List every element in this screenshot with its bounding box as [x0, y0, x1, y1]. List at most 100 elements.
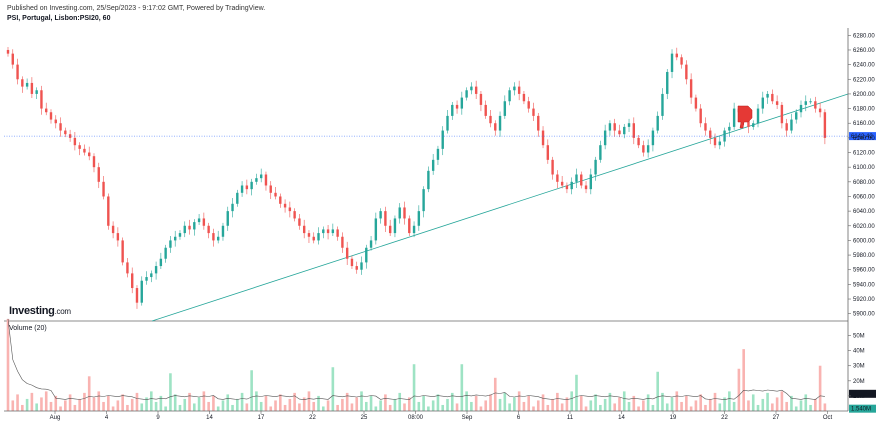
candle-body [245, 185, 249, 190]
volume-bar [92, 397, 96, 411]
candle-body [398, 207, 401, 219]
volume-bar [732, 401, 736, 411]
volume-bar [618, 397, 621, 411]
volume-bar [317, 395, 320, 411]
candle-body [408, 218, 411, 234]
candle-body [365, 247, 368, 263]
candle-body [732, 108, 736, 127]
candle-body [761, 97, 764, 109]
volume-bar [728, 391, 731, 411]
volume-bar [685, 395, 688, 411]
volume-bar [417, 401, 421, 411]
candle-body [484, 104, 487, 116]
volume-bar [293, 392, 296, 411]
volume-bar [412, 364, 416, 411]
candle-body [11, 53, 14, 65]
candle-body [489, 115, 492, 124]
volume-bar [489, 394, 492, 411]
y-tick-label: 6000.00 [853, 238, 875, 244]
candle-body [613, 123, 616, 131]
volume-bar [30, 392, 34, 411]
candle-body [594, 159, 597, 175]
candle-body [818, 108, 822, 113]
volume-ma-line [7, 318, 825, 401]
candle-body [21, 79, 24, 87]
volume-bar [508, 403, 511, 411]
last-price-tag: 6142.42 [851, 134, 873, 140]
candle-body [709, 130, 712, 138]
volume-bar [503, 392, 507, 411]
candle-body [207, 225, 210, 234]
candle-body [527, 101, 530, 109]
candle-body [637, 137, 640, 146]
volume-bar [785, 401, 788, 411]
candle-body [384, 211, 387, 226]
y-tick-label: 6220.00 [853, 77, 875, 83]
y-tick-label: 6200.00 [853, 92, 875, 98]
candle-body [73, 137, 77, 146]
candle-body [169, 240, 172, 248]
candle-body [756, 108, 760, 124]
volume-bar [269, 406, 273, 411]
candle-body [350, 258, 354, 267]
candle-body [302, 225, 306, 234]
candle-body [111, 225, 115, 234]
candle-body [713, 137, 717, 146]
candle-body [537, 115, 540, 131]
volume-bar [766, 392, 769, 411]
volume-bar [804, 394, 808, 411]
candle-body [541, 130, 545, 146]
candle-body [584, 185, 588, 190]
volume-bar [675, 391, 679, 411]
volume-bar [83, 392, 86, 411]
volume-bar [560, 403, 564, 411]
volume-bar [718, 403, 722, 411]
candle-body [785, 123, 788, 131]
candle-body [455, 104, 459, 109]
volume-bar [517, 391, 521, 411]
axes: 6280.00 6260.00 6240.00 6220.00 6200.00 6180.… [4, 28, 875, 421]
volume-bar [364, 401, 368, 411]
volume-bar [436, 394, 440, 411]
candle-body [804, 101, 807, 105]
candle-body [288, 207, 292, 212]
candle-body [255, 178, 258, 182]
candle-body [307, 233, 311, 237]
volume-bar [374, 406, 378, 411]
candle-body [795, 112, 798, 120]
candle-body [250, 181, 253, 190]
volume-bar [35, 403, 38, 411]
candle-body [183, 225, 186, 234]
volume-bar [794, 406, 798, 411]
candle-body [226, 211, 229, 226]
volume-label: Volume (20) [9, 325, 47, 332]
vol-ma-tag-bg [849, 389, 876, 398]
candle-body [465, 90, 468, 98]
candle-body [661, 93, 664, 116]
volume-bar [751, 394, 755, 411]
volume-bar [54, 395, 58, 411]
volume-bar [809, 404, 812, 411]
candle-body [460, 97, 464, 109]
volume-bar [97, 391, 101, 411]
volume-bar [250, 370, 253, 411]
candle-body [322, 229, 325, 234]
volume-bar [460, 364, 464, 411]
vol-tick-label: 30M [853, 364, 865, 370]
candle-body [393, 218, 397, 234]
candle-body [159, 258, 163, 267]
y-tick-label: 6180.00 [853, 107, 875, 113]
candle-body [474, 86, 478, 94]
y-tick-label: 6020.00 [853, 224, 875, 230]
candle-body [503, 101, 507, 116]
volume-bar [551, 398, 554, 411]
volume-bar [107, 395, 110, 411]
candle-body [374, 218, 378, 241]
thumbs-down-icon [737, 105, 753, 129]
volume-bar [312, 401, 316, 411]
volume-bar [627, 401, 631, 411]
volume-bar [278, 394, 282, 411]
volume-bar [455, 403, 459, 411]
y-tick-label: 6280.00 [853, 33, 875, 39]
